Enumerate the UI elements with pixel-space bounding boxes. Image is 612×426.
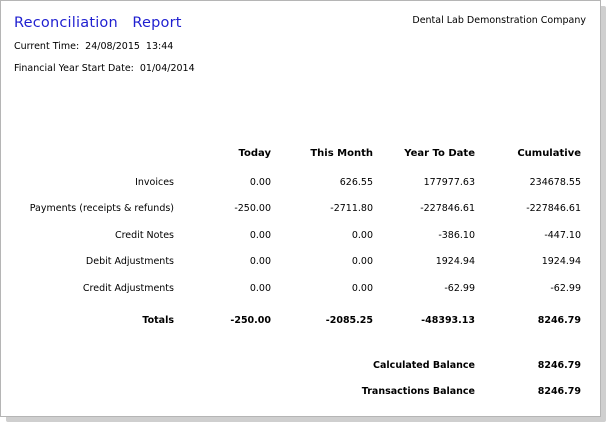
table-cell: -250.00: [234, 203, 271, 214]
totals-cell: 8246.79: [537, 315, 581, 326]
financial-year-label: Financial Year Start Date:: [14, 63, 134, 74]
current-time-label: Current Time:: [14, 41, 80, 52]
totals-label: Totals: [142, 315, 174, 326]
row-label: Payments (receipts & refunds): [29, 203, 174, 214]
reconciliation-table: Today This Month Year To Date Cumulative…: [1, 1, 602, 418]
table-cell: 626.55: [339, 177, 373, 188]
title-part-2: Report: [132, 15, 182, 31]
row-label: Invoices: [135, 177, 174, 188]
calculated-balance-value: 8246.79: [537, 360, 581, 371]
column-header-year-to-date: Year To Date: [404, 148, 475, 159]
table-cell: 0.00: [249, 230, 271, 241]
totals-cell: -2085.25: [325, 315, 373, 326]
row-label: Credit Notes: [114, 230, 174, 241]
table-cell: -447.10: [544, 230, 581, 241]
column-header-this-month: This Month: [310, 148, 373, 159]
financial-year-line: Financial Year Start Date: 01/04/2014: [14, 63, 195, 74]
table-cell: -227846.61: [526, 203, 581, 214]
financial-year-value: 01/04/2014: [139, 63, 195, 74]
row-label: Credit Adjustments: [82, 283, 174, 294]
calculated-balance-label: Calculated Balance: [373, 360, 475, 371]
table-cell: -227846.61: [420, 203, 475, 214]
company-name: Dental Lab Demonstration Company: [412, 15, 586, 26]
row-label: Debit Adjustments: [85, 256, 174, 267]
table-cell: 177977.63: [423, 177, 475, 188]
report-title: Reconciliation Report: [14, 15, 182, 31]
current-time-line: Current Time: 24/08/2015 13:44: [14, 41, 173, 52]
table-cell: -2711.80: [330, 203, 373, 214]
table-cell: -386.10: [438, 230, 475, 241]
table-cell: 0.00: [351, 256, 373, 267]
transactions-balance-label: Transactions Balance: [361, 386, 475, 397]
table-cell: 0.00: [249, 283, 271, 294]
transactions-balance-value: 8246.79: [537, 386, 581, 397]
column-header-today: Today: [238, 148, 271, 159]
table-cell: 0.00: [351, 230, 373, 241]
table-cell: -62.99: [550, 283, 581, 294]
table-cell: 0.00: [249, 177, 271, 188]
totals-cell: -48393.13: [421, 315, 475, 326]
column-header-cumulative: Cumulative: [517, 148, 581, 159]
totals-cell: -250.00: [230, 315, 271, 326]
table-cell: 0.00: [351, 283, 373, 294]
table-cell: 1924.94: [541, 256, 581, 267]
title-part-1: Reconciliation: [14, 15, 118, 31]
current-time-value: 13:44: [145, 41, 174, 52]
current-date-value: 24/08/2015: [85, 41, 140, 52]
table-cell: 0.00: [249, 256, 271, 267]
table-cell: 234678.55: [529, 177, 581, 188]
report-page: Reconciliation Report Dental Lab Demonst…: [0, 0, 601, 417]
table-cell: 1924.94: [435, 256, 475, 267]
table-cell: -62.99: [444, 283, 475, 294]
